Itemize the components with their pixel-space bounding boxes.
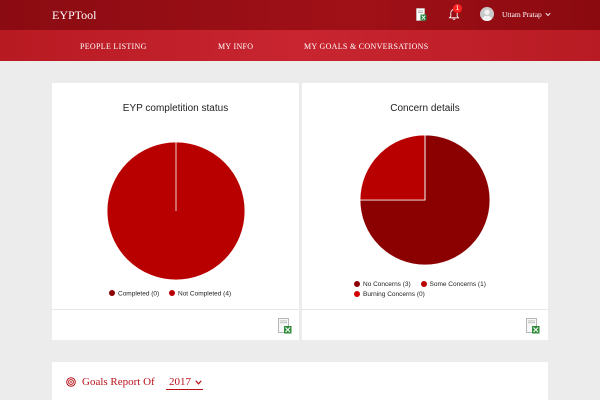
legend-label: Some Concerns (1)	[429, 281, 486, 288]
legend-label: No Concerns (3)	[363, 281, 411, 288]
legend-dot	[354, 280, 360, 287]
legend-label: Completed (0)	[118, 290, 160, 298]
chart-legend: Completed (0) Not Completed (4)	[109, 290, 239, 298]
chart-legend: No Concerns (3) Some Concerns (1) Burnin…	[354, 280, 494, 300]
divider	[52, 309, 299, 310]
excel-download-icon[interactable]	[278, 318, 292, 334]
legend-item[interactable]: No Concerns (3)	[354, 280, 411, 290]
nav-people-listing[interactable]: PEOPLE LISTING	[80, 42, 147, 51]
legend-item[interactable]: Not Completed (4)	[169, 290, 231, 298]
year-value: 2017	[169, 376, 191, 388]
eyp-status-panel: EYP completition status Completed (0) No…	[52, 83, 299, 340]
concern-details-pie	[359, 134, 491, 266]
chevron-down-icon	[545, 12, 551, 17]
notification-badge[interactable]: 1	[453, 4, 462, 13]
year-select[interactable]: 2017	[166, 375, 203, 390]
target-icon	[66, 377, 76, 387]
chart-title: EYP completition status	[122, 103, 229, 114]
goals-report-title: Goals Report Of	[82, 376, 155, 388]
pie-slice-no-concerns[interactable]	[359, 134, 491, 266]
goals-report-section: Goals Report Of 2017	[52, 362, 548, 400]
chevron-down-icon	[195, 380, 202, 385]
legend-dot	[420, 280, 427, 287]
concern-details-panel: Concern details No Concerns (3) Some Con…	[302, 83, 548, 340]
legend-item[interactable]: Some Concerns (1)	[420, 280, 486, 290]
user-menu[interactable]: Uttam Pratap	[502, 10, 551, 19]
user-avatar-icon[interactable]	[480, 7, 494, 21]
legend-dot	[169, 290, 175, 296]
legend-item[interactable]: Completed (0)	[109, 290, 159, 298]
pie-slice-some-concerns[interactable]	[359, 134, 426, 201]
eyp-status-pie	[106, 141, 246, 281]
main-nav: PEOPLE LISTING MY INFO MY GOALS & CONVER…	[0, 30, 600, 61]
excel-export-icon[interactable]	[416, 8, 427, 21]
legend-item[interactable]: Burning Concerns (0)	[354, 290, 425, 300]
legend-dot	[109, 290, 115, 296]
legend-dot	[354, 290, 360, 297]
nav-my-info[interactable]: MY INFO	[218, 42, 254, 51]
excel-download-icon[interactable]	[526, 318, 540, 334]
top-header: EYPTool 1 Uttam Pratap	[0, 0, 600, 30]
divider	[302, 309, 548, 310]
legend-label: Burning Concerns (0)	[363, 291, 425, 298]
brand-logo[interactable]: EYPTool	[52, 8, 97, 22]
legend-label: Not Completed (4)	[178, 290, 232, 298]
user-name: Uttam Pratap	[502, 10, 542, 19]
chart-title: Concern details	[390, 103, 460, 114]
nav-my-goals-conversations[interactable]: MY GOALS & CONVERSATIONS	[304, 42, 429, 51]
